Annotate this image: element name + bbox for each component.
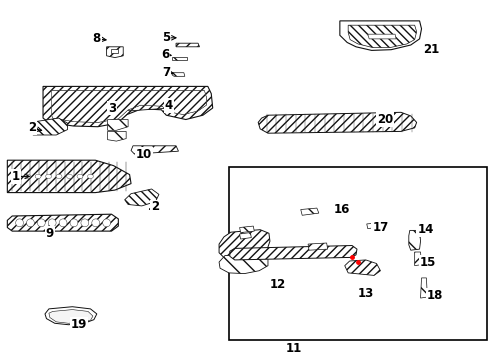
Text: 14: 14 — [416, 223, 433, 236]
Text: 1: 1 — [12, 170, 20, 183]
Polygon shape — [239, 233, 251, 239]
Text: 10: 10 — [136, 148, 152, 161]
Text: 3: 3 — [108, 102, 116, 114]
Polygon shape — [172, 73, 184, 76]
Polygon shape — [7, 214, 118, 231]
Text: 21: 21 — [422, 43, 439, 56]
Polygon shape — [219, 230, 269, 260]
Circle shape — [66, 174, 72, 179]
Polygon shape — [347, 25, 416, 48]
Polygon shape — [219, 254, 267, 274]
Text: 7: 7 — [162, 66, 170, 78]
Text: 11: 11 — [285, 342, 301, 355]
Polygon shape — [300, 208, 318, 215]
Ellipse shape — [81, 219, 89, 227]
Polygon shape — [172, 57, 186, 60]
Text: 16: 16 — [333, 203, 350, 216]
Polygon shape — [258, 112, 416, 133]
Polygon shape — [28, 118, 67, 135]
Polygon shape — [367, 34, 395, 39]
Text: 18: 18 — [426, 289, 443, 302]
Polygon shape — [408, 230, 420, 250]
Polygon shape — [106, 47, 123, 58]
Ellipse shape — [37, 219, 45, 227]
Polygon shape — [339, 21, 421, 50]
Ellipse shape — [102, 219, 110, 227]
Polygon shape — [124, 189, 159, 206]
Polygon shape — [45, 307, 97, 325]
Ellipse shape — [16, 219, 23, 227]
Circle shape — [14, 174, 20, 179]
Ellipse shape — [26, 219, 34, 227]
Polygon shape — [124, 99, 170, 111]
Polygon shape — [344, 260, 380, 275]
Polygon shape — [107, 120, 128, 130]
Polygon shape — [414, 252, 421, 266]
Polygon shape — [107, 131, 126, 141]
Bar — [228, 167, 486, 340]
Polygon shape — [229, 246, 356, 260]
Text: 15: 15 — [419, 256, 435, 269]
Ellipse shape — [70, 219, 78, 227]
Text: 5: 5 — [162, 31, 170, 44]
Polygon shape — [239, 226, 254, 233]
Polygon shape — [131, 146, 178, 154]
Text: 20: 20 — [376, 113, 393, 126]
Ellipse shape — [48, 219, 56, 227]
Polygon shape — [7, 160, 131, 193]
Text: 4: 4 — [164, 99, 172, 112]
Text: 12: 12 — [269, 278, 285, 291]
Polygon shape — [51, 91, 206, 122]
Ellipse shape — [59, 219, 67, 227]
Text: 8: 8 — [93, 32, 101, 45]
Circle shape — [56, 174, 62, 179]
Polygon shape — [51, 91, 206, 122]
Polygon shape — [420, 278, 427, 298]
Circle shape — [35, 174, 41, 179]
Text: 6: 6 — [161, 48, 169, 61]
Text: 13: 13 — [357, 287, 373, 300]
Text: 19: 19 — [71, 318, 87, 331]
Ellipse shape — [92, 219, 100, 227]
Polygon shape — [49, 310, 93, 323]
Polygon shape — [43, 86, 212, 127]
Polygon shape — [307, 243, 327, 250]
Circle shape — [87, 174, 93, 179]
Polygon shape — [366, 223, 376, 229]
Text: 9: 9 — [46, 227, 54, 240]
Text: 2: 2 — [28, 121, 36, 134]
Polygon shape — [176, 43, 199, 47]
Circle shape — [24, 174, 30, 179]
Circle shape — [77, 174, 83, 179]
Text: 17: 17 — [371, 221, 388, 234]
Circle shape — [45, 174, 51, 179]
Text: 2: 2 — [151, 201, 159, 213]
Bar — [111, 49, 118, 53]
